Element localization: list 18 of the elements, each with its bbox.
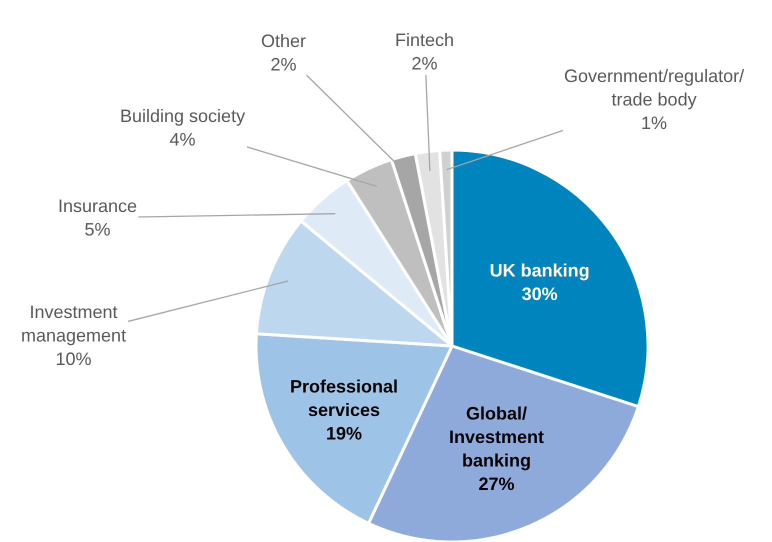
slice-label: UK banking bbox=[490, 260, 590, 281]
data-label: 27% bbox=[478, 474, 514, 494]
slice-label: Professional services bbox=[290, 376, 398, 420]
data-label: 19% bbox=[326, 423, 362, 444]
slice-label: Insurance bbox=[58, 196, 138, 216]
data-label: 4% bbox=[170, 129, 196, 150]
data-label: 10% bbox=[56, 348, 92, 369]
slice-label: Building society bbox=[120, 106, 246, 126]
data-label: 30% bbox=[522, 284, 558, 304]
data-label: 2% bbox=[270, 54, 297, 74]
data-label: 1% bbox=[641, 112, 668, 133]
slice-label: Other bbox=[261, 31, 306, 51]
slice-label: Fintech bbox=[395, 30, 454, 50]
slice-label: Government/regulator/ trade body bbox=[564, 66, 744, 110]
data-label: 2% bbox=[412, 53, 438, 74]
data-label: 5% bbox=[84, 219, 111, 240]
slice-label: Investment management bbox=[21, 302, 126, 346]
slice-label: Global/ Investment banking bbox=[448, 404, 544, 470]
